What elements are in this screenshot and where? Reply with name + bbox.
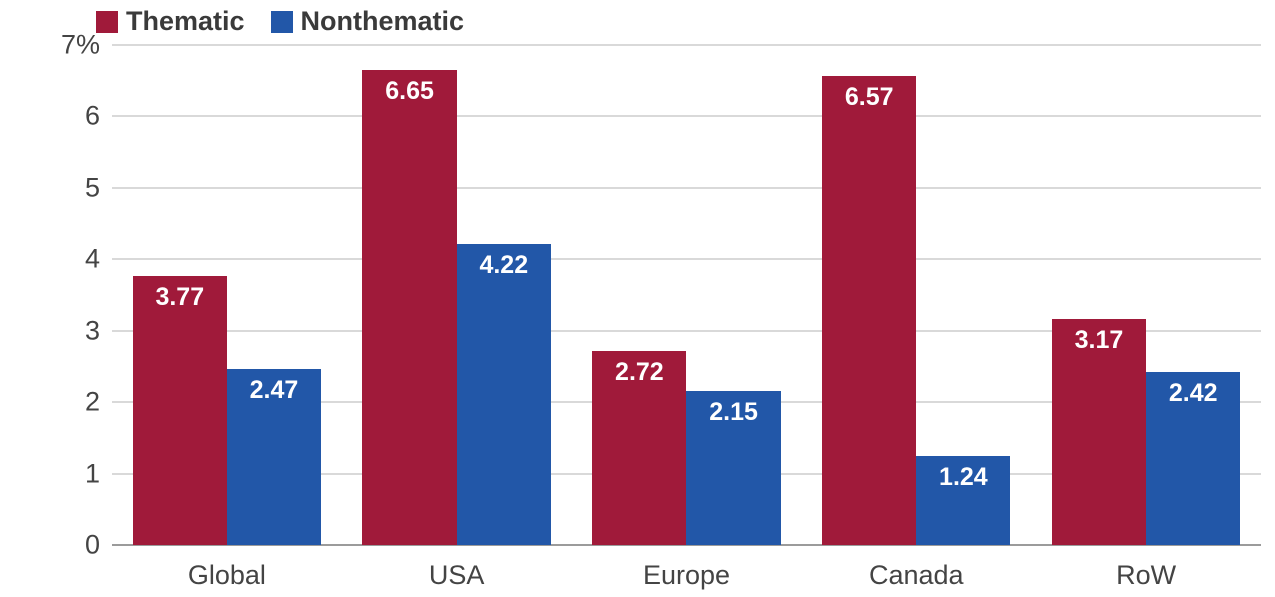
y-tick-label: 2	[84, 386, 100, 417]
bar-value-label: 2.15	[709, 398, 758, 427]
x-category-label: USA	[428, 559, 485, 590]
bar-value-label: 6.57	[844, 82, 894, 111]
bar-nonthematic: 1.24	[916, 456, 1011, 545]
y-tick-label: 6	[84, 100, 100, 131]
bar-value-label: 2.42	[1168, 379, 1218, 408]
legend-item: Nonthematic	[270, 6, 465, 37]
bar-nonthematic: 2.15	[686, 391, 781, 545]
bar-group: 2.72 2.15	[572, 45, 802, 545]
y-tick-label: 5	[84, 172, 100, 203]
y-tick-label: 3	[84, 315, 100, 346]
legend-label: Nonthematic	[300, 6, 465, 36]
bar-value-label: 3.17	[1074, 325, 1124, 354]
y-axis: 7% 6 5 4 3 2 1 0	[0, 31, 100, 558]
bar-thematic: 6.65	[362, 70, 457, 545]
bar-value-label: 2.72	[615, 357, 664, 386]
x-axis-baseline	[112, 544, 1261, 546]
bar-nonthematic: 2.47	[226, 368, 322, 545]
gridline	[112, 258, 1261, 261]
bar-value-label: 4.22	[479, 250, 529, 279]
legend-swatch	[96, 10, 118, 33]
bar-value-label: 2.47	[249, 375, 299, 404]
legend-label: Thematic	[126, 6, 245, 36]
x-category-label: Europe	[642, 559, 731, 590]
bar-groups: 3.77 2.47 6.65 4.22 2.72 2.15 6.57 1.24 3.17 2.42	[112, 45, 1261, 545]
y-tick-label: 7%	[60, 29, 100, 60]
bar-thematic: 3.77	[132, 275, 227, 545]
y-tick-label: 0	[84, 529, 100, 560]
bar-nonthematic: 4.22	[456, 243, 551, 545]
legend-swatch	[270, 10, 293, 33]
y-tick-label: 1	[84, 458, 100, 489]
bar-group: 6.65 4.22	[342, 45, 572, 545]
gridline	[112, 115, 1261, 118]
bar-thematic: 3.17	[1051, 318, 1147, 545]
bar-group: 6.57 1.24	[801, 45, 1031, 545]
y-tick-label: 4	[84, 243, 100, 274]
bar-thematic: 2.72	[592, 350, 687, 545]
bar-value-label: 1.24	[939, 463, 988, 492]
plot-area: 3.77 2.47 6.65 4.22 2.72 2.15 6.57 1.24 3.17 2.42	[112, 44, 1261, 546]
bar-value-label: 3.77	[155, 282, 205, 311]
gridline	[112, 329, 1261, 332]
gridline	[112, 186, 1261, 189]
x-axis: Global USA Europe Canada RoW	[112, 549, 1261, 597]
bar-thematic: 6.57	[822, 75, 917, 545]
x-category-label: Canada	[868, 559, 964, 590]
bar-group: 3.77 2.47	[112, 45, 342, 545]
bar-value-label: 6.65	[385, 77, 434, 105]
bar-nonthematic: 2.42	[1146, 372, 1241, 545]
bar-group: 3.17 2.42	[1031, 45, 1261, 545]
legend-item: Thematic	[96, 6, 245, 37]
x-category-label: RoW	[1116, 559, 1177, 590]
x-category-label: Global	[187, 559, 266, 590]
gridline	[112, 44, 1261, 46]
legend: Thematic Nonthematic	[96, 6, 464, 37]
